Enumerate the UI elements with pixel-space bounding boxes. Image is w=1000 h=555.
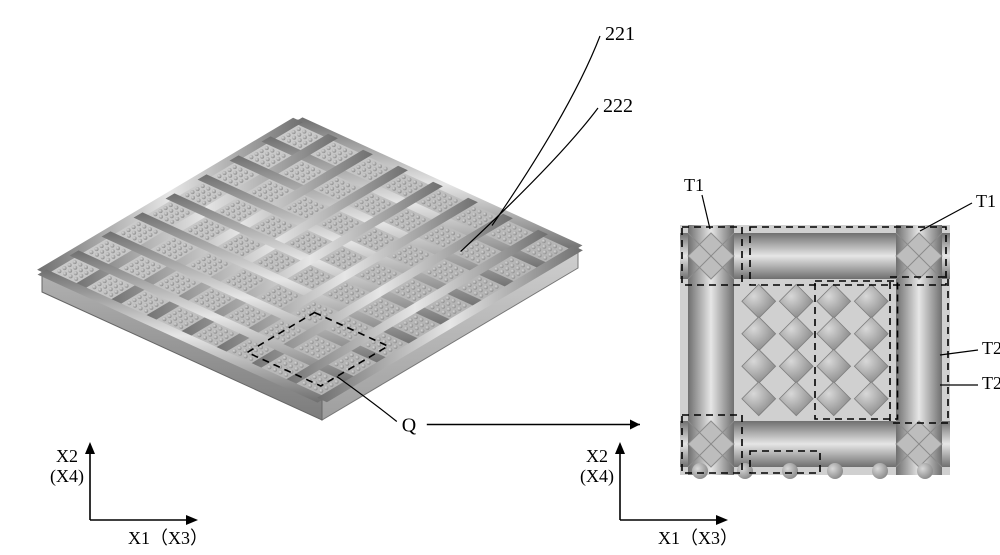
svg-text:T1: T1: [684, 175, 704, 195]
svg-text:X1（X3）: X1（X3）: [128, 528, 208, 548]
svg-text:T2: T2: [982, 338, 1000, 358]
svg-text:T2: T2: [982, 373, 1000, 393]
isometric-plate: [37, 117, 583, 420]
svg-text:221: 221: [605, 23, 635, 45]
svg-text:X2: X2: [56, 446, 78, 466]
svg-text:X2: X2: [586, 446, 608, 466]
svg-text:(X4): (X4): [50, 466, 84, 487]
svg-text:X1（X3）: X1（X3）: [658, 528, 738, 548]
svg-text:222: 222: [603, 95, 633, 117]
detail-view: [680, 225, 950, 479]
svg-text:T1: T1: [976, 191, 996, 211]
svg-text:Q: Q: [402, 415, 417, 437]
svg-text:(X4): (X4): [580, 466, 614, 487]
